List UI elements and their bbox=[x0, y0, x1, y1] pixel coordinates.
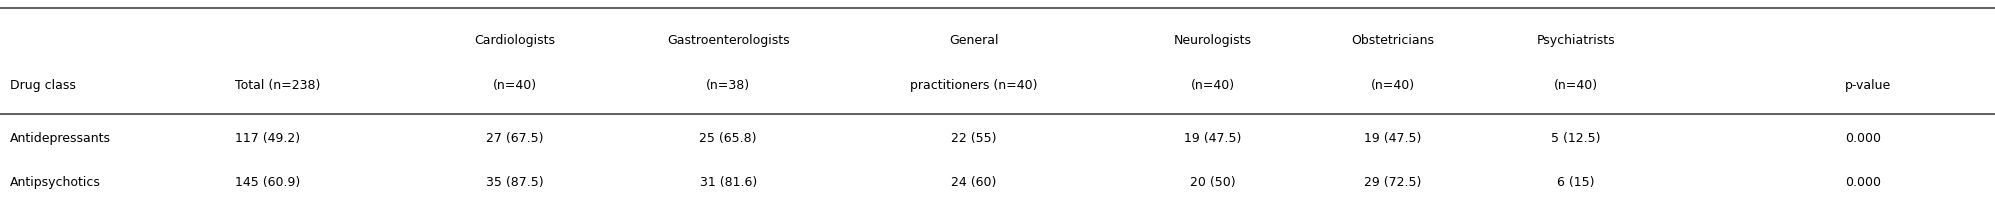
Text: practitioners (n=40): practitioners (n=40) bbox=[910, 79, 1037, 92]
Text: 29 (72.5): 29 (72.5) bbox=[1365, 176, 1420, 189]
Text: Antipsychotics: Antipsychotics bbox=[10, 176, 102, 189]
Text: 25 (65.8): 25 (65.8) bbox=[700, 132, 756, 145]
Text: (n=38): (n=38) bbox=[706, 79, 750, 92]
Text: 20 (50): 20 (50) bbox=[1191, 176, 1235, 189]
Text: 145 (60.9): 145 (60.9) bbox=[235, 176, 301, 189]
Text: Cardiologists: Cardiologists bbox=[475, 34, 555, 47]
Text: Drug class: Drug class bbox=[10, 79, 76, 92]
Text: 19 (47.5): 19 (47.5) bbox=[1365, 132, 1420, 145]
Text: General: General bbox=[950, 34, 998, 47]
Text: 24 (60): 24 (60) bbox=[952, 176, 996, 189]
Text: 22 (55): 22 (55) bbox=[952, 132, 996, 145]
Text: (n=40): (n=40) bbox=[493, 79, 537, 92]
Text: 117 (49.2): 117 (49.2) bbox=[235, 132, 301, 145]
Text: (n=40): (n=40) bbox=[1191, 79, 1235, 92]
Text: (n=40): (n=40) bbox=[1371, 79, 1414, 92]
Text: p-value: p-value bbox=[1845, 79, 1891, 92]
Text: 6 (15): 6 (15) bbox=[1558, 176, 1594, 189]
Text: 31 (81.6): 31 (81.6) bbox=[700, 176, 756, 189]
Text: 0.000: 0.000 bbox=[1845, 176, 1881, 189]
Text: Antidepressants: Antidepressants bbox=[10, 132, 112, 145]
Text: 5 (12.5): 5 (12.5) bbox=[1552, 132, 1600, 145]
Text: 0.000: 0.000 bbox=[1845, 132, 1881, 145]
Text: Total (n=238): Total (n=238) bbox=[235, 79, 321, 92]
Text: 19 (47.5): 19 (47.5) bbox=[1185, 132, 1241, 145]
Text: Obstetricians: Obstetricians bbox=[1351, 34, 1434, 47]
Text: Neurologists: Neurologists bbox=[1173, 34, 1253, 47]
Text: Psychiatrists: Psychiatrists bbox=[1536, 34, 1616, 47]
Text: 35 (87.5): 35 (87.5) bbox=[487, 176, 543, 189]
Text: (n=40): (n=40) bbox=[1554, 79, 1598, 92]
Text: Gastroenterologists: Gastroenterologists bbox=[666, 34, 790, 47]
Text: 27 (67.5): 27 (67.5) bbox=[487, 132, 543, 145]
